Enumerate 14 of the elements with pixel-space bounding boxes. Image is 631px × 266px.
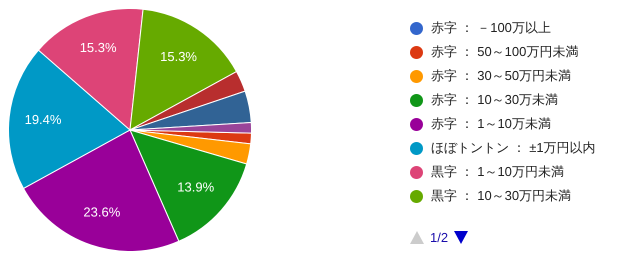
data-label: 19.4%: [24, 112, 62, 128]
legend-label: 黒字 ： 1～10万円未満: [431, 163, 564, 181]
data-label: 15.3%: [80, 40, 117, 56]
legend-label: 赤字 ： 10～30万未満: [431, 91, 558, 109]
text: 1/2: [430, 230, 448, 245]
legend-label: 赤字 ： 1～10万未満: [431, 115, 551, 133]
data-label: 15.3%: [160, 48, 198, 64]
legend-label: 赤字 ： －100万以上: [431, 19, 551, 37]
legend-label: 赤字 ： 30～50万円未満: [431, 67, 572, 85]
legend-label: 黒字 ： 10～30万円未満: [431, 187, 572, 205]
legend-label: ほぼトントン ： ±1万円以内: [431, 139, 596, 157]
data-label: 23.6%: [83, 204, 121, 220]
data-label: 13.9%: [177, 179, 215, 194]
legend-label: 赤字 ： 50～100万円未満: [431, 43, 578, 61]
